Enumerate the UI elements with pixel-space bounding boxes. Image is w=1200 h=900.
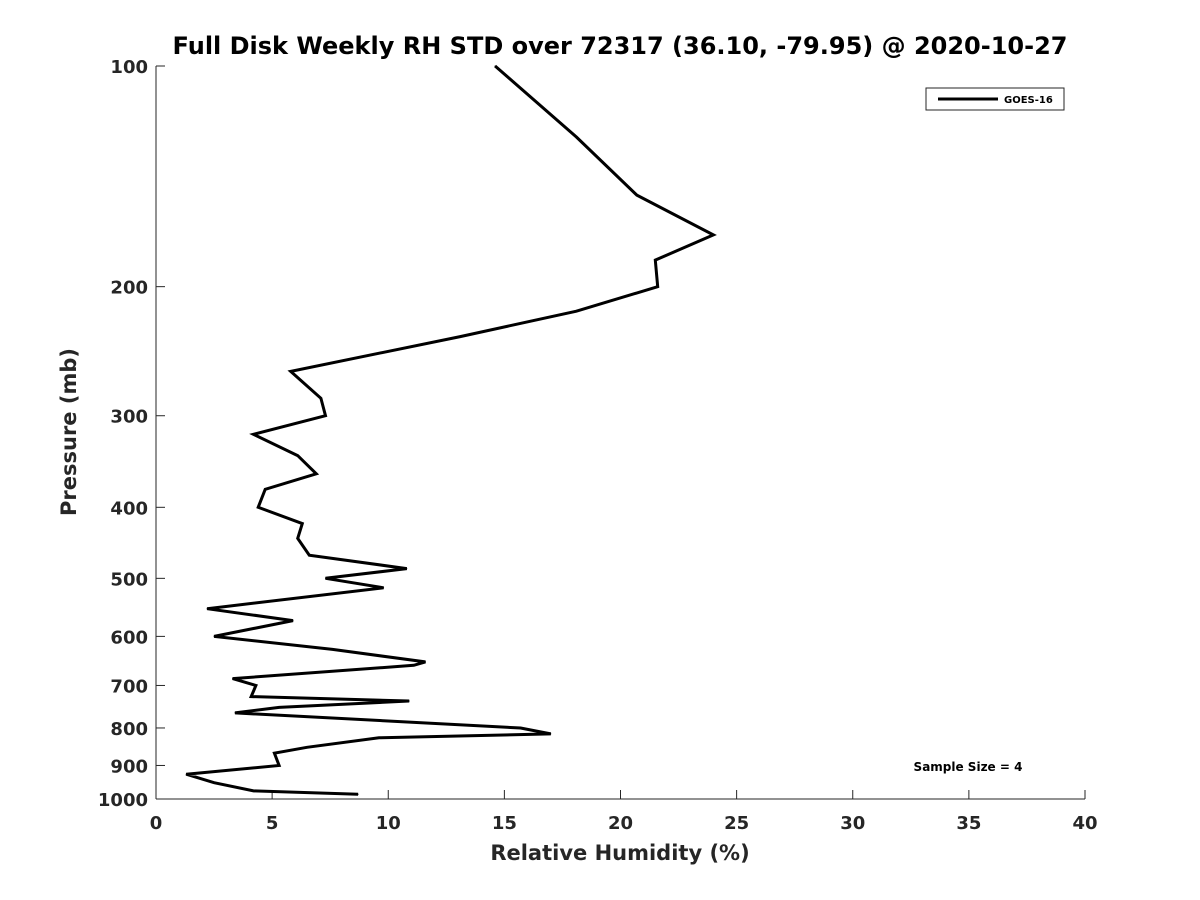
data-point — [575, 310, 577, 312]
data-point — [278, 706, 280, 708]
y-tick-label: 600 — [110, 627, 148, 648]
data-point — [290, 370, 292, 372]
data-point — [185, 773, 187, 775]
data-point — [297, 455, 299, 457]
y-tick-label: 1000 — [98, 790, 148, 811]
series-group — [185, 64, 717, 796]
data-point — [250, 696, 252, 698]
x-ticks: 0 5 10 15 20 25 30 35 40 — [150, 790, 1098, 834]
data-point — [306, 746, 308, 748]
data-point — [213, 782, 215, 784]
y-tick-label: 200 — [110, 278, 148, 299]
legend-label: GOES-16 — [1004, 95, 1053, 106]
x-tick-label: 5 — [266, 813, 279, 834]
data-point — [325, 577, 326, 579]
data-point — [325, 415, 326, 417]
data-point — [657, 286, 659, 288]
y-tick-label: 800 — [110, 719, 148, 740]
y-tick-label: 100 — [110, 57, 148, 78]
chart-title: Full Disk Weekly RH STD over 72317 (36.1… — [173, 32, 1068, 60]
data-point — [206, 608, 208, 610]
x-tick-label: 0 — [150, 813, 163, 834]
data-point — [357, 793, 359, 795]
data-point — [234, 712, 236, 714]
data-point — [550, 733, 552, 735]
x-tick-label: 35 — [956, 813, 981, 834]
data-point — [232, 678, 234, 680]
x-tick-label: 10 — [376, 813, 401, 834]
y-ticks: 100 200 300 400 500 600 700 800 900 1000 — [98, 57, 165, 811]
data-point — [273, 752, 275, 754]
data-point — [292, 620, 294, 622]
data-point — [383, 587, 385, 589]
data-point — [315, 473, 317, 475]
data-point — [636, 194, 638, 196]
data-point — [575, 136, 577, 138]
y-axis-label: Pressure (mb) — [57, 348, 81, 516]
data-point — [257, 506, 259, 508]
x-tick-label: 15 — [492, 813, 517, 834]
series-line-0 — [185, 64, 717, 796]
data-point — [253, 433, 254, 435]
data-point — [213, 635, 215, 637]
x-axis-label: Relative Humidity (%) — [490, 841, 749, 865]
data-point — [308, 554, 310, 556]
y-tick-label: 900 — [110, 756, 148, 777]
data-point — [332, 648, 333, 650]
legend: GOES-16 — [925, 87, 1065, 111]
data-point — [459, 336, 461, 338]
data-point — [301, 523, 303, 525]
data-point — [278, 765, 280, 766]
data-point — [424, 661, 426, 663]
data-point — [264, 488, 266, 490]
data-point — [378, 737, 380, 739]
data-point — [494, 65, 496, 67]
sample-size-annotation: Sample Size = 4 — [914, 760, 1023, 774]
x-tick-label: 30 — [840, 813, 865, 834]
data-point — [253, 790, 254, 792]
data-point — [712, 234, 714, 236]
data-point — [297, 537, 299, 539]
y-tick-label: 700 — [110, 676, 148, 697]
x-tick-label: 40 — [1072, 813, 1097, 834]
y-tick-label: 400 — [110, 498, 148, 519]
data-point — [413, 664, 415, 666]
data-point — [408, 700, 410, 702]
data-point — [255, 685, 257, 686]
data-point — [654, 259, 656, 261]
x-tick-label: 25 — [724, 813, 749, 834]
x-tick-label: 20 — [608, 813, 633, 834]
data-point — [406, 568, 408, 570]
data-point — [520, 727, 522, 729]
y-tick-label: 300 — [110, 407, 148, 428]
y-tick-label: 500 — [110, 569, 148, 590]
data-point — [320, 397, 322, 399]
